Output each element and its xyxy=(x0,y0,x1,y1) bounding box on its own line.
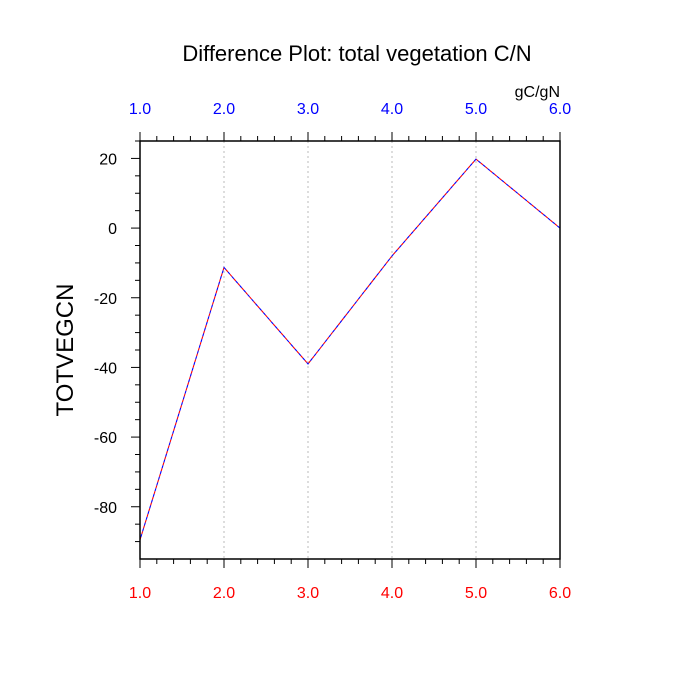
y-axis-label: TOTVEGCN xyxy=(52,284,79,417)
plot-frame xyxy=(139,140,561,560)
series-group xyxy=(139,158,561,541)
y-tick-label: -80 xyxy=(94,500,117,517)
grid-lines xyxy=(223,141,477,559)
y-tick-label: -40 xyxy=(94,360,117,377)
data-point xyxy=(475,158,477,160)
bottom-tick-label: 2.0 xyxy=(213,585,235,602)
bottom-tick-label: 6.0 xyxy=(549,585,571,602)
axis-ticks xyxy=(131,132,561,568)
top-tick-label: 6.0 xyxy=(549,101,571,118)
data-point xyxy=(307,363,309,365)
bottom-tick-label: 3.0 xyxy=(297,585,319,602)
tick-labels: 1.0 1.0 2.0 2.0 3.0 3.0 4.0 4.0 5.0 5.0 6.0 6.0 20 0 -… xyxy=(94,101,571,602)
top-tick-label: 1.0 xyxy=(129,101,151,118)
top-tick-label: 5.0 xyxy=(465,101,487,118)
data-point xyxy=(391,255,393,257)
chart-title: Difference Plot: total vegetation C/N xyxy=(182,41,531,66)
bottom-tick-label: 5.0 xyxy=(465,585,487,602)
y-tick-label: -60 xyxy=(94,430,117,447)
bottom-tick-label: 1.0 xyxy=(129,585,151,602)
series-line xyxy=(139,158,561,541)
data-point xyxy=(223,266,225,268)
top-tick-label: 4.0 xyxy=(381,101,403,118)
top-tick-label: 2.0 xyxy=(213,101,235,118)
y-tick-label: 0 xyxy=(108,221,117,238)
series-line-overlay xyxy=(139,158,561,541)
y-tick-label: -20 xyxy=(94,291,117,308)
y-tick-label: 20 xyxy=(99,151,117,168)
units-label: gC/gN xyxy=(515,84,560,101)
bottom-tick-label: 4.0 xyxy=(381,585,403,602)
top-tick-label: 3.0 xyxy=(297,101,319,118)
